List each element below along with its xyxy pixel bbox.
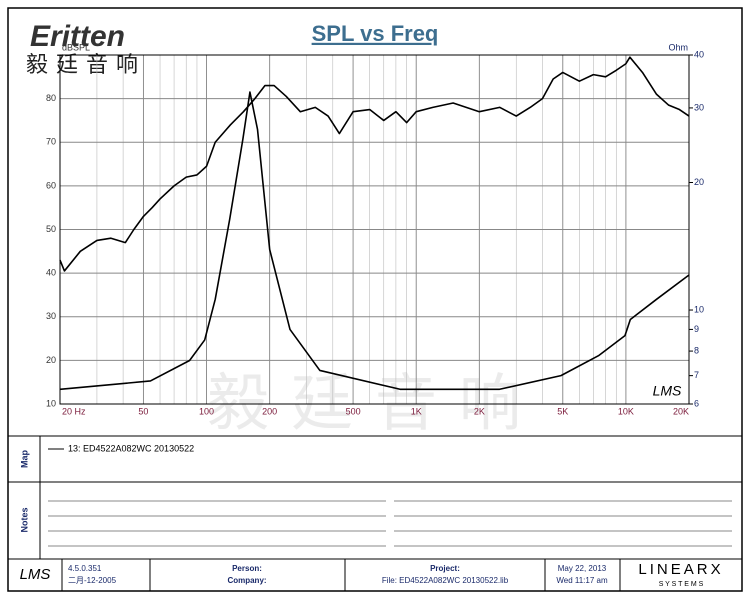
y2-tick-label: 9 [694,324,699,334]
brand-sub: S Y S T E M S [659,581,704,588]
y2-tick-label: 40 [694,49,704,59]
x-tick-label: 100 [199,406,214,416]
x-tick-label: 1K [411,406,422,416]
y-tick-label: 20 [46,355,56,365]
file: File: ED4522A082WC 20130522.lib [382,576,509,585]
y-tick-label: 40 [46,268,56,278]
y-axis-label: dBSPL [62,42,90,52]
x-tick-label: 500 [346,406,361,416]
project: Project: [430,564,460,573]
x-tick-label: 5K [557,406,568,416]
y-tick-label: 10 [46,398,56,408]
map-entry: 13: ED4522A082WC 20130522 [68,443,194,453]
y2-tick-label: 6 [694,398,699,408]
company: Company: [227,576,266,585]
plot-logo: LMS [653,383,682,399]
date: May 22, 2013 [558,564,607,573]
notes-label: Notes [19,507,29,532]
x-tick-label: 20 Hz [62,406,86,416]
x-tick-label: 200 [262,406,277,416]
logo-cn: 毅廷音响 [26,52,146,77]
x-tick-label: 10K [618,406,634,416]
y-tick-label: 70 [46,137,56,147]
y-tick-label: 30 [46,311,56,321]
version: 4.5.0.351 [68,564,102,573]
build-date: 二月-12-2005 [68,576,117,585]
x-tick-label: 2K [474,406,485,416]
chart-title: SPL vs Freq [312,21,439,46]
plot-frame [59,54,690,405]
outer-frame [7,7,743,592]
footer [61,559,621,591]
x-tick-label: 50 [138,406,148,416]
y-tick-label: 60 [46,180,56,190]
y-tick-label: 80 [46,93,56,103]
notes-lines [48,500,732,547]
y2-axis-label: Ohm [668,42,688,52]
y2-tick-label: 20 [694,177,704,187]
y2-tick-label: 10 [694,304,704,314]
time: Wed 11:17 am [556,576,608,585]
person: Person: [232,564,262,573]
series-line [59,56,690,272]
brand: LINEARX [638,561,723,578]
footer-logo: LMS [20,566,51,583]
y2-tick-label: 8 [694,345,699,355]
logo: Eritten [30,20,125,53]
map-label: Map [19,449,29,468]
y-tick-label: 50 [46,224,56,234]
series-line [59,91,690,391]
y2-tick-label: 30 [694,102,704,112]
x-tick-label: 20K [673,406,689,416]
y2-tick-label: 7 [694,370,699,380]
